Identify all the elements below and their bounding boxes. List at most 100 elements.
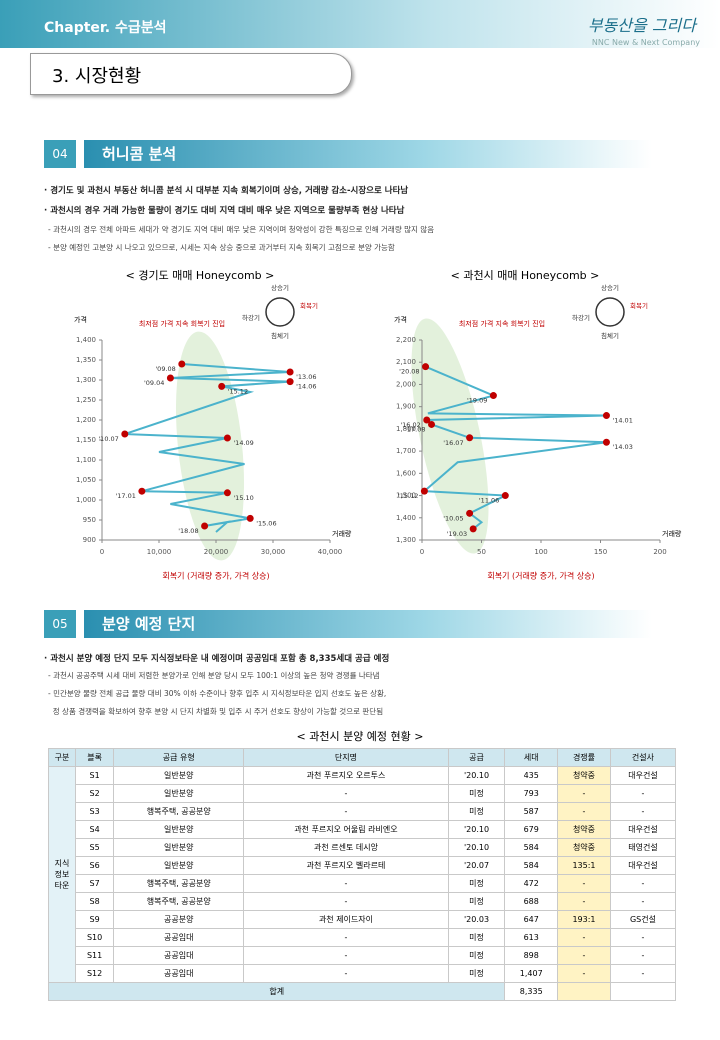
y-tick-label: 1,350 [76,356,96,364]
table-cell: 행복주택, 공공분양 [113,802,245,821]
table-title: < 과천시 분양 예정 현황 > [296,730,424,743]
table-cell: S8 [74,892,115,911]
table-cell: 일반분양 [113,856,245,875]
x-axis-label: 거래량 [662,529,682,538]
table-row: S7 행복주택, 공공분양 - 미정 472- - [49,874,677,893]
table-cell: - [557,784,611,803]
cycle-label: 침체기 [271,331,289,340]
table-row: S8 행복주택, 공공분양 - 미정 688- - [49,892,677,911]
table-cell: 584 [504,838,559,857]
bullet-text: 경기도 및 과천시 부동산 허니콤 분석 시 대부분 지속 회복기이며 상승, … [50,186,409,196]
marker [423,416,431,424]
cycle-label: 회복기 [300,301,318,310]
table-cell: - [557,892,611,911]
chart-title: < 과천시 매매 Honeycomb > [451,268,600,282]
chart: < 경기도 매매 Honeycomb > 900 950 1,000 1,050 1,10… [74,269,352,581]
marker [121,430,129,438]
table-cell [557,982,611,1001]
table-cell: - [609,892,677,911]
marker-label: '19.09 [467,397,487,405]
table-cell: 584 [504,856,559,875]
table-cell: 대우건설 [609,766,677,785]
y-tick-label: 1,250 [76,396,96,404]
chart: < 과천시 매매 Honeycomb > 1,300 1,400 1,500 1,600… [394,268,682,581]
cycle-label: 상승기 [271,283,289,292]
table-cell: 과천 푸르지오 어울림 라비엔오 [243,820,449,839]
table-cell: 435 [504,766,559,785]
table-row: S9 공공분양 과천 제이드자이 '20.03 647 193:1 GS건설 [49,910,677,929]
marker [602,412,610,420]
table-cell: S12 [74,964,115,983]
x-tick-label: 100 [534,548,547,556]
annotation: 최저점 가격 지속 회복기 진입 [459,319,545,328]
marker-label: '17.08 [405,425,425,433]
table-cell: - [609,964,677,983]
table-cell: 793 [504,784,559,803]
table-cell: 613 [504,928,559,947]
marker-label: '15.12 [228,387,248,395]
annotation: 최저점 가격 지속 회복기 진입 [139,319,225,328]
header-band [0,0,720,48]
marker-label: '17.01 [115,492,135,500]
marker [422,363,430,371]
table-cell: - [243,928,449,947]
table-cell: 공공임대 [113,946,245,965]
table-cell: 행복주택, 공공분양 [113,892,245,911]
y-tick-label: 2,200 [396,336,416,344]
chart-title: < 경기도 매매 Honeycomb > [126,269,275,282]
table-cell: 미정 [447,892,506,911]
caption: 회복기 (거래량 증가, 가격 상승) [162,571,269,581]
table-row: S12 공공임대 - 미정 1,407- - [49,964,677,983]
table-cell: 블록 [74,748,115,767]
table-cell: '20.07 [447,856,506,875]
y-tick-label: 1,800 [396,425,416,433]
cycle-label: 하강기 [242,313,260,322]
marker-label: '20.08 [399,368,419,376]
table-cell: - [243,784,449,803]
cycle-label: 회복기 [630,301,648,310]
table-cell: 679 [504,820,559,839]
table-cell: 일반분양 [113,838,245,857]
table-cell: S11 [74,946,115,965]
cycle-ring [265,297,295,327]
marker [223,434,231,442]
table-cell: 공공임대 [113,928,245,947]
marker-label: '13.06 [296,373,316,381]
table-row: S6 일반분양 과천 푸르지오 벨라르테 '20.07 584 135:1 대우건설 [49,856,677,875]
table-cell: 합계 [47,982,506,1001]
caption: 회복기 (거래량 증가, 가격 상승) [487,571,594,581]
marker-label: '18.08 [178,527,198,535]
table-cell: 미정 [447,964,506,983]
table-cell: 세대 [504,748,559,767]
table-cell: - [609,784,677,803]
y-tick-label: 950 [83,516,96,524]
y-tick-label: 900 [83,536,96,544]
table-cell: - [557,802,611,821]
section-heading: 분양 예정 단지 [84,610,652,638]
table-cell: 지식 정보 타운 [48,766,76,983]
table-cell: 898 [504,946,559,965]
table-cell: - [609,802,677,821]
table-cell: 647 [504,910,559,929]
table-row: 지식 정보 타운 S1 일반분양 과천 푸르지오 오르투스 '20.10 435 청약중 대우… [48,766,677,983]
y-tick-label: 1,100 [76,456,96,464]
marker [501,492,509,500]
table-row: S3 행복주택, 공공분양 - 미정 587- - [49,802,677,821]
table-cell: 과천 제이드자이 [243,910,449,929]
highlight-area [411,318,489,554]
x-tick-label: 0 [100,548,104,556]
table-cell: S1 [74,766,115,785]
table-cell: GS건설 [609,910,677,929]
marker [466,434,474,442]
table-cell: - [243,802,449,821]
table-cell: S6 [74,856,115,875]
table-cell: 경쟁률 [557,748,611,767]
table-row: 구분 블록 공급 유형 단지명 공급 세대 경쟁률 건설사 [48,748,677,767]
table-cell: 미정 [447,928,506,947]
marker-label: '14.03 [612,443,632,451]
table-cell: 단지명 [243,748,449,767]
table-cell: - [243,874,449,893]
marker [166,374,174,382]
line [421,365,607,530]
cycle-label: 하강기 [572,313,590,322]
